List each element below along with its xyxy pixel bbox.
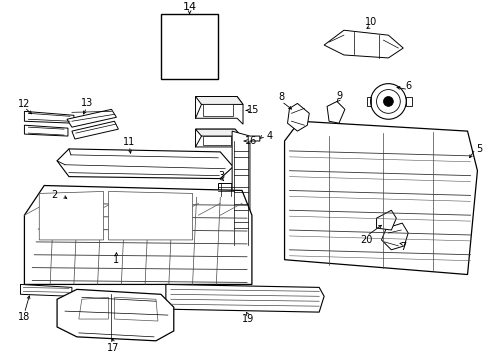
Text: 7: 7 [399, 242, 406, 252]
Polygon shape [203, 136, 231, 145]
Polygon shape [24, 185, 251, 284]
Polygon shape [20, 284, 72, 296]
Circle shape [383, 96, 392, 107]
Polygon shape [39, 192, 103, 240]
Polygon shape [195, 129, 241, 153]
Text: 13: 13 [81, 98, 93, 108]
Polygon shape [79, 297, 108, 319]
Text: 15: 15 [246, 105, 259, 115]
Polygon shape [67, 109, 116, 127]
Polygon shape [203, 104, 233, 116]
Polygon shape [406, 96, 411, 107]
Text: 8: 8 [278, 93, 284, 103]
Polygon shape [72, 121, 118, 139]
Polygon shape [57, 149, 233, 179]
Polygon shape [376, 210, 395, 230]
Polygon shape [284, 121, 476, 275]
Polygon shape [218, 183, 234, 197]
Text: 16: 16 [244, 136, 257, 146]
Text: 17: 17 [107, 343, 120, 353]
Polygon shape [195, 96, 243, 104]
Polygon shape [24, 111, 74, 123]
Text: 14: 14 [182, 3, 196, 13]
Text: 10: 10 [364, 17, 376, 27]
Polygon shape [57, 289, 173, 341]
Text: 4: 4 [266, 131, 272, 141]
Polygon shape [165, 284, 324, 312]
Text: 3: 3 [218, 171, 224, 181]
Polygon shape [114, 297, 158, 321]
Text: 20: 20 [360, 235, 372, 245]
Polygon shape [366, 96, 370, 107]
Polygon shape [108, 192, 192, 240]
Text: 6: 6 [404, 81, 410, 91]
Polygon shape [24, 125, 68, 136]
Text: 12: 12 [18, 99, 31, 109]
Polygon shape [287, 103, 308, 131]
Bar [161, 14, 218, 79]
Text: 2: 2 [51, 190, 57, 201]
Polygon shape [70, 194, 89, 204]
Polygon shape [381, 223, 407, 250]
Text: 19: 19 [242, 314, 254, 324]
Polygon shape [232, 131, 259, 245]
Text: 5: 5 [475, 144, 482, 154]
Polygon shape [326, 102, 344, 123]
Polygon shape [195, 96, 243, 124]
Polygon shape [195, 129, 241, 136]
Text: 1: 1 [113, 255, 119, 265]
Text: 9: 9 [335, 90, 341, 100]
Text: 11: 11 [123, 137, 135, 147]
Polygon shape [324, 30, 403, 58]
Text: 18: 18 [18, 312, 30, 322]
